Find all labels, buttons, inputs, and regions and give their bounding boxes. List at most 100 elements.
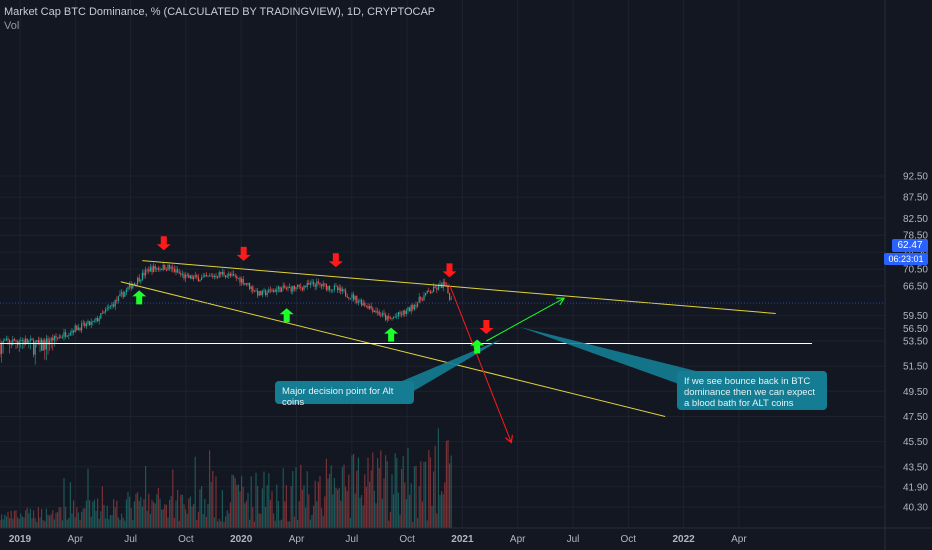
- candle-body: [324, 283, 326, 285]
- candle-body: [92, 321, 94, 322]
- candle-body: [346, 296, 348, 298]
- candle-body: [95, 318, 97, 321]
- volume-bar: [449, 463, 451, 528]
- candle-body: [42, 340, 44, 351]
- volume-bar: [396, 457, 398, 528]
- volume-bar: [137, 492, 139, 528]
- candle-body: [385, 314, 387, 320]
- volume-bar: [157, 487, 159, 528]
- volume-bar: [423, 461, 425, 528]
- volume-bar: [125, 499, 127, 528]
- candle-body: [201, 277, 203, 281]
- candle-body: [165, 269, 167, 271]
- volume-bar: [145, 466, 147, 528]
- candle-body: [23, 340, 25, 345]
- volume-bar: [260, 513, 262, 528]
- buy-arrow-icon: [470, 339, 485, 354]
- candle-body: [273, 290, 275, 292]
- volume-bar: [71, 513, 73, 528]
- candle-body: [58, 336, 60, 339]
- volume-bar: [378, 467, 380, 528]
- decision-callout[interactable]: Major decision point for Alt coins: [275, 381, 414, 408]
- candle-body: [90, 321, 92, 326]
- volume-bar: [47, 514, 49, 528]
- candle-body: [148, 269, 150, 272]
- volume-bar: [316, 501, 318, 528]
- candle-body: [281, 287, 283, 293]
- candle-body: [361, 300, 363, 306]
- volume-bar: [370, 470, 372, 528]
- volume-bar: [10, 510, 12, 528]
- candle-body: [153, 266, 155, 272]
- volume-bar: [365, 486, 367, 528]
- volume-bar: [405, 499, 407, 528]
- volume-bar: [191, 506, 193, 528]
- volume-bar: [354, 493, 356, 528]
- volume-bar: [321, 508, 323, 528]
- volume-bar: [18, 518, 20, 528]
- candle-body: [15, 340, 17, 342]
- volume-bar: [441, 491, 443, 528]
- candle-body: [317, 281, 319, 283]
- candle-body: [322, 283, 324, 287]
- volume-bar: [143, 499, 145, 528]
- candle-body: [68, 335, 70, 336]
- volume-bar: [177, 489, 179, 528]
- candle-body: [375, 310, 377, 313]
- volume-bar: [178, 520, 180, 528]
- volume-bar: [13, 510, 15, 528]
- candle-body: [162, 264, 164, 270]
- volume-bar: [212, 470, 214, 528]
- candle-body: [2, 340, 4, 345]
- candle-body: [404, 310, 406, 314]
- volume-bar: [261, 488, 263, 528]
- volume-bar: [117, 517, 119, 528]
- y-tick-label: 70.50: [903, 265, 928, 276]
- candle-body: [34, 341, 36, 355]
- candle-body: [145, 269, 147, 276]
- candle-body: [373, 310, 375, 312]
- candle-body: [60, 336, 62, 338]
- volume-bar: [237, 484, 239, 528]
- volume-bar: [337, 489, 339, 528]
- volume-bar: [413, 466, 415, 528]
- volume-bar: [65, 506, 67, 528]
- candle-body: [33, 340, 35, 355]
- volume-bar: [57, 511, 59, 528]
- volume-bar: [420, 461, 422, 528]
- volume-bar: [159, 498, 161, 528]
- candle-body: [13, 339, 15, 341]
- volume-bar: [26, 507, 28, 528]
- candle-body: [348, 297, 350, 299]
- volume-bar: [253, 521, 255, 528]
- candle-body: [213, 275, 215, 278]
- candle-body: [250, 286, 252, 289]
- volume-bar: [325, 458, 327, 528]
- candle-body: [228, 273, 230, 276]
- volume-bar: [17, 517, 19, 528]
- volume-bar: [44, 521, 46, 528]
- y-tick-label: 45.50: [903, 437, 928, 448]
- volume-bar: [426, 520, 428, 528]
- candle-body: [244, 283, 246, 285]
- candle-body: [21, 340, 23, 341]
- volume-bar: [402, 456, 404, 528]
- volume-bar: [52, 510, 54, 528]
- candle-body: [421, 299, 423, 301]
- volume-bar: [303, 485, 305, 528]
- volume-bar: [0, 519, 1, 528]
- candle-body: [74, 325, 76, 333]
- volume-bar: [266, 485, 268, 528]
- volume-bar: [409, 494, 411, 528]
- candle-body: [237, 277, 239, 279]
- volume-bar: [81, 511, 83, 528]
- volume-bar: [249, 519, 251, 528]
- candle-body: [215, 275, 217, 278]
- candle-body: [329, 286, 331, 290]
- bounce-callout[interactable]: If we see bounce back in BTC dominance t…: [677, 371, 827, 410]
- candle-body: [276, 288, 278, 292]
- candle-body: [202, 276, 204, 278]
- volume-bar: [287, 521, 289, 528]
- candle-body: [143, 272, 145, 276]
